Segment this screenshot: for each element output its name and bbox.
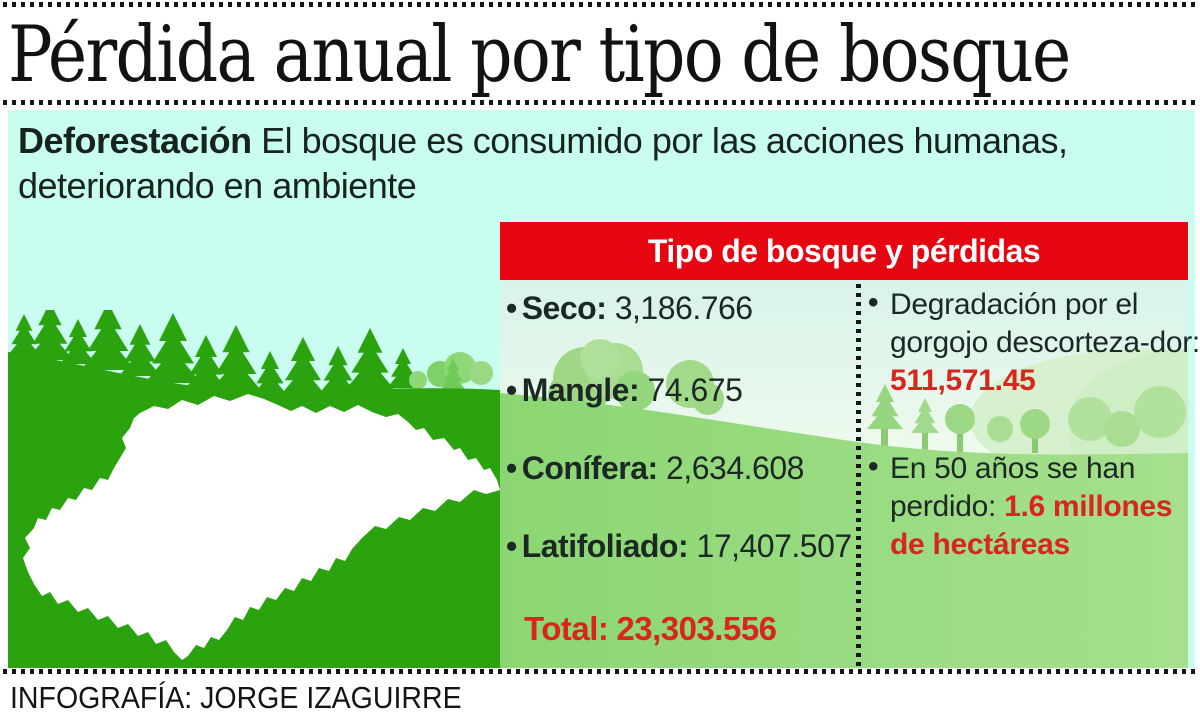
bullet-icon: •: [506, 528, 517, 564]
note-degradation: • Degradación por el gorgojo descorteza-d…: [868, 286, 1200, 400]
light-landscape: [500, 279, 1188, 668]
forest-type-value: 17,407.507: [696, 528, 853, 564]
honduras-map: [23, 394, 500, 660]
total-row: Total: 23,303.556: [524, 610, 777, 648]
dotted-rule-under-title: [3, 100, 1197, 105]
total-value: 23,303.556: [616, 610, 777, 647]
forest-map-illustration: [8, 310, 500, 668]
bullet-icon: •: [868, 450, 879, 483]
note-fifty-years: • En 50 años se han perdido: 1.6 millones…: [868, 450, 1200, 564]
forest-type-row: • Conífera: 2,634.608: [506, 450, 804, 487]
bullet-icon: •: [868, 286, 879, 319]
forest-type-label: Seco:: [521, 290, 607, 326]
credit-line: INFOGRAFÍA: JORGE IZAGUIRRE: [10, 680, 462, 715]
total-label: Total:: [524, 610, 609, 647]
light-trees-right: [409, 352, 493, 390]
forest-type-row: • Mangle: 74.675: [506, 372, 743, 409]
dotted-column-divider: [856, 284, 861, 666]
forest-type-label: Latifoliado:: [521, 528, 689, 564]
dotted-rule-top: [3, 2, 1197, 7]
bullet-icon: •: [506, 290, 517, 326]
subtitle: Deforestación El bosque es consumido por…: [18, 118, 1118, 208]
forest-type-row: • Latifoliado: 17,407.507: [506, 528, 852, 565]
panel-header-bar: Tipo de bosque y pérdidas: [500, 222, 1188, 280]
bullet-icon: •: [506, 450, 517, 486]
forest-type-value: 2,634.608: [666, 450, 804, 486]
forest-type-value: 74.675: [647, 372, 743, 408]
note-text: En 50 años se han perdido:: [890, 452, 1136, 523]
forest-type-label: Mangle:: [521, 372, 640, 408]
note-text: Degradación por el gorgojo descorteza-do…: [890, 288, 1200, 359]
dotted-rule-bottom: [3, 669, 1197, 674]
infographic-body: Deforestación El bosque es consumido por…: [8, 110, 1200, 668]
subtitle-text: El bosque es consumido por las acciones …: [18, 120, 1068, 206]
note-value: 1.6 millones de hectáreas: [890, 490, 1173, 561]
bullet-icon: •: [506, 372, 517, 408]
small-trees-with-trunks: [867, 384, 1186, 453]
page-title: Pérdida anual por tipo de bosque: [8, 10, 1071, 100]
light-field: [500, 393, 1188, 668]
subtitle-lead: Deforestación: [18, 120, 252, 161]
forest-type-row: • Seco: 3,186.766: [506, 290, 753, 327]
panel-header-label: Tipo de bosque y pérdidas: [647, 232, 1041, 269]
note-value: 511,571.45: [890, 364, 1036, 397]
forest-type-label: Conífera:: [521, 450, 658, 486]
forest-type-value: 3,186.766: [614, 290, 753, 326]
